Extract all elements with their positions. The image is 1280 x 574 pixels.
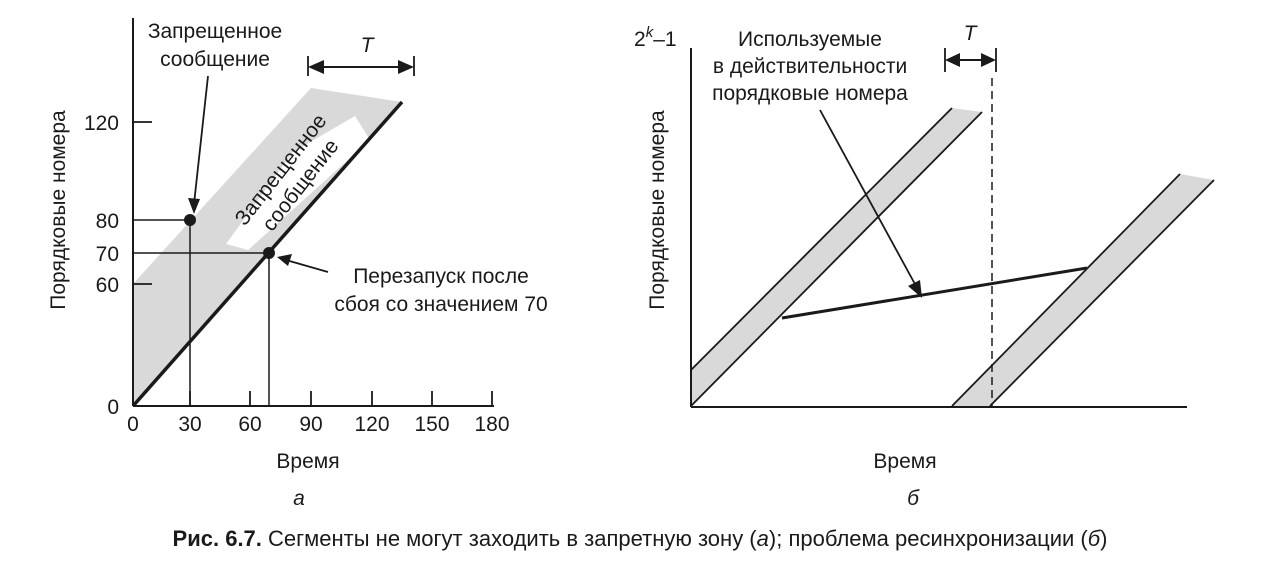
x-tick-150: 150	[414, 413, 449, 436]
t-label-b: T	[964, 22, 979, 45]
x-tick-60: 60	[238, 413, 261, 436]
forbidden-label-2: сообщение	[160, 48, 270, 71]
x-tick-90: 90	[299, 413, 322, 436]
panel-b: T Используемые в действительности порядк…	[634, 22, 1215, 510]
y-tick-80: 80	[96, 210, 119, 233]
x-axis-label-a: Время	[276, 450, 339, 473]
x-axis-label-b: Время	[873, 450, 936, 473]
caption-italic-2: б	[1087, 526, 1101, 551]
y-axis-label-a: Порядковые номера	[47, 110, 70, 310]
used-label-2: в действительности	[713, 55, 907, 78]
restart-label-2: сбоя со значением 70	[334, 293, 547, 316]
caption-text-3: )	[1100, 526, 1108, 551]
y-tick-0: 0	[107, 396, 119, 419]
y-tick-120: 120	[84, 112, 119, 135]
caption-text-1: Сегменты не могут заходить в запретную з…	[261, 526, 757, 551]
panel-letter-b: б	[907, 487, 920, 510]
t-label-a: T	[361, 34, 376, 57]
panel-a: T Запрещенное сообщение Запрещенное сооб…	[47, 18, 548, 510]
y-tick-60: 60	[96, 274, 119, 297]
used-sequence-line	[781, 266, 1088, 320]
caption-text-2: ); проблема ресинхронизации (	[768, 526, 1088, 551]
caption-number: Рис. 6.7.	[172, 526, 262, 551]
forbidden-label-1: Запрещенное	[148, 20, 282, 43]
panel-letter-a: а	[293, 487, 305, 510]
x-tick-120: 120	[354, 413, 389, 436]
used-label-3: порядковые номера	[712, 82, 908, 105]
caption-italic-1: а	[756, 526, 769, 551]
x-tick-0: 0	[127, 413, 139, 436]
restart-point	[263, 247, 275, 259]
y-axis-label-b: Порядковые номера	[646, 110, 669, 310]
forbidden-band-label-bg	[226, 116, 370, 250]
y-tick-70: 70	[96, 243, 119, 266]
restart-label-1: Перезапуск после	[353, 265, 529, 288]
sequence-band-2	[952, 174, 1214, 406]
y-top-label: 2k–1	[634, 24, 677, 51]
used-label-1: Используемые	[738, 28, 882, 51]
x-tick-30: 30	[178, 413, 201, 436]
forbidden-point	[184, 214, 196, 226]
figure-caption: Рис. 6.7. Сегменты не могут заходить в з…	[0, 526, 1280, 552]
x-tick-180: 180	[474, 413, 509, 436]
